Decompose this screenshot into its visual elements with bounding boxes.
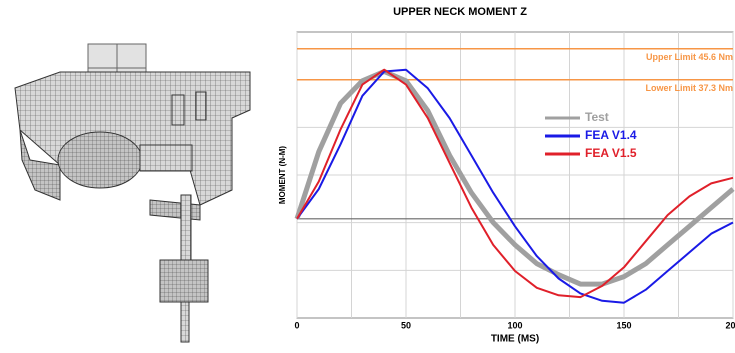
joint (58, 132, 142, 188)
x-tick-label: 0 (294, 320, 299, 330)
x-tick-label: 50 (401, 320, 411, 330)
x-tick-label: 200 (725, 320, 735, 330)
limit-label: Upper Limit 45.6 Nm (646, 52, 733, 62)
chart-title: UPPER NECK MOMENT Z (393, 6, 527, 18)
rod-lower (181, 302, 189, 342)
weight (160, 260, 208, 302)
page: UPPER NECK MOMENT Z TIME (MS) MOMENT (N-… (0, 0, 735, 348)
x-axis-label: TIME (MS) (491, 334, 539, 345)
mesh-model (15, 44, 250, 342)
legend-label: Test (585, 110, 609, 124)
arm (150, 200, 200, 220)
x-tick-label: 150 (616, 320, 631, 330)
figure: UPPER NECK MOMENT Z TIME (MS) MOMENT (N-… (0, 0, 735, 348)
legend-label: FEA V1.4 (585, 128, 637, 142)
x-tick-label: 100 (507, 320, 522, 330)
y-axis-label: MOMENT (N-M) (278, 146, 287, 205)
plot: 0 50 100 150 200 Upper Limit 45.6 Nm Lower Lim… (294, 32, 735, 330)
post (196, 92, 206, 120)
limit-label: Lower Limit 37.3 Nm (645, 83, 733, 93)
joint-shaft (140, 145, 192, 171)
rod (181, 195, 191, 260)
legend-label: FEA V1.5 (585, 146, 637, 160)
post (172, 95, 184, 125)
